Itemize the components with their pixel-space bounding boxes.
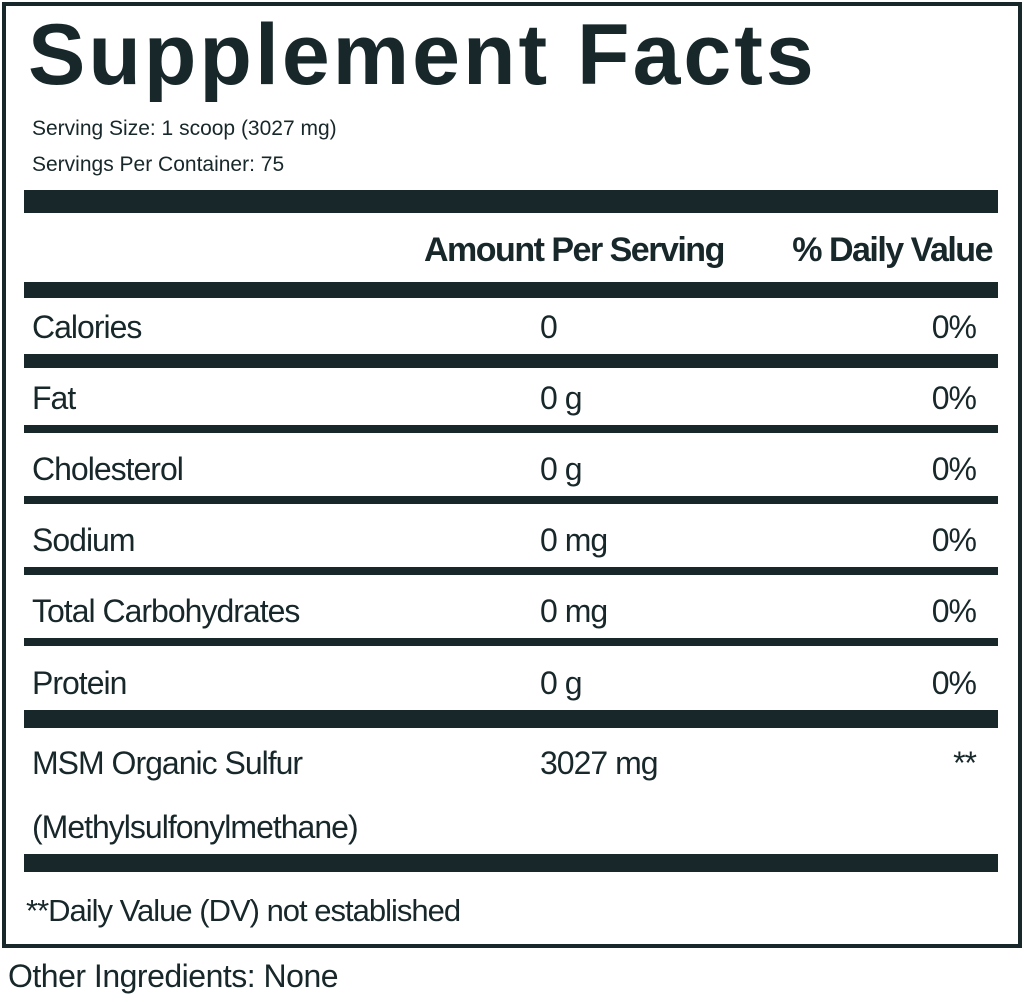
row-daily-value: 0% bbox=[931, 522, 977, 558]
row-daily-value: 0% bbox=[931, 380, 977, 416]
row-name: Fat bbox=[32, 380, 76, 416]
divider bbox=[24, 854, 998, 872]
column-header: % Daily Value bbox=[792, 231, 993, 269]
divider bbox=[24, 710, 998, 728]
row-name: Total Carbohydrates bbox=[32, 593, 300, 629]
title: Supplement Facts bbox=[28, 7, 817, 103]
row-daily-value: 0% bbox=[931, 593, 977, 629]
divider bbox=[24, 496, 998, 504]
row-name: Protein bbox=[32, 665, 127, 701]
footnote: **Daily Value (DV) not established bbox=[26, 893, 461, 928]
row-name: MSM Organic Sulfur bbox=[32, 745, 303, 781]
serving-size: Serving Size: 1 scoop (3027 mg) bbox=[32, 117, 337, 140]
row-daily-value: 0% bbox=[931, 309, 977, 345]
servings-per-container: Servings Per Container: 75 bbox=[32, 153, 285, 176]
divider bbox=[24, 425, 998, 433]
divider bbox=[24, 190, 998, 213]
divider bbox=[24, 567, 998, 575]
row-amount: 0 g bbox=[540, 451, 582, 487]
row-amount: 0 bbox=[540, 309, 558, 345]
row-amount: 3027 mg bbox=[540, 745, 659, 781]
row-amount: 0 g bbox=[540, 665, 582, 701]
row-daily-value: 0% bbox=[931, 665, 977, 701]
column-header: Amount Per Serving bbox=[424, 231, 725, 269]
row-name: Sodium bbox=[32, 522, 135, 558]
other-ingredients: Other Ingredients: None bbox=[8, 958, 339, 994]
row-amount: 0 g bbox=[540, 380, 582, 416]
row-daily-value: 0% bbox=[931, 451, 977, 487]
divider bbox=[24, 282, 998, 298]
row-name: Cholesterol bbox=[32, 451, 184, 487]
row-name: Calories bbox=[32, 309, 142, 345]
row-daily-value: ** bbox=[953, 745, 977, 781]
divider bbox=[24, 354, 998, 368]
row-amount: 0 mg bbox=[540, 522, 608, 558]
divider bbox=[24, 638, 998, 646]
label-border bbox=[2, 2, 1022, 948]
row-name: (Methylsulfonylmethane) bbox=[32, 809, 359, 845]
row-amount: 0 mg bbox=[540, 593, 608, 629]
